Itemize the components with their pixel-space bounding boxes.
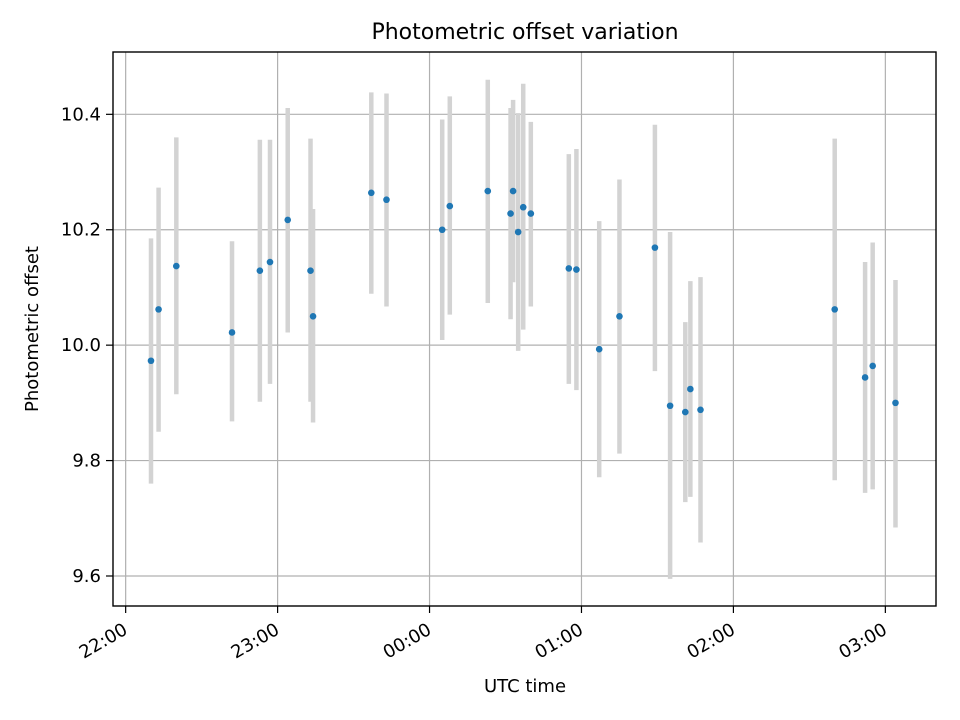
data-point: [565, 265, 573, 272]
data-point: [446, 202, 454, 210]
y-tick-label: 9.6: [72, 566, 101, 587]
data-point: [861, 374, 869, 381]
data-point: [367, 189, 375, 197]
data-point: [309, 313, 317, 320]
data-point: [284, 216, 292, 224]
y-tick-label: 10.0: [61, 335, 101, 356]
data-point: [256, 267, 264, 275]
data-point: [527, 210, 535, 217]
data-point: [666, 402, 674, 410]
data-point: [484, 187, 492, 195]
data-point: [507, 210, 514, 217]
data-point: [595, 345, 603, 353]
data-points: [147, 187, 899, 416]
data-point: [616, 313, 623, 320]
data-point: [228, 329, 236, 336]
data-point: [307, 267, 314, 275]
y-tick-label: 9.8: [72, 451, 101, 472]
plot-area-frame: [112, 51, 937, 607]
chart-title: Photometric offset variation: [371, 20, 678, 45]
data-point: [573, 266, 580, 273]
y-tick-label: 10.2: [61, 220, 101, 241]
data-point: [173, 262, 180, 270]
y-axis: 9.6 9.8 10.0 10.2 10.4: [61, 104, 113, 587]
y-tick-label: 10.4: [61, 104, 101, 125]
data-point: [155, 306, 162, 313]
data-point: [514, 228, 522, 236]
y-axis-label: Photometric offset: [22, 246, 43, 412]
data-point: [687, 385, 694, 393]
data-point: [651, 244, 659, 251]
data-point: [869, 362, 876, 370]
data-point: [682, 408, 689, 416]
data-point: [509, 187, 517, 195]
data-point: [519, 203, 527, 211]
data-point: [892, 399, 899, 407]
data-point: [147, 357, 155, 365]
grid: [113, 52, 936, 606]
data-point: [266, 258, 274, 266]
data-point: [697, 406, 704, 414]
data-point: [383, 196, 390, 204]
x-axis-label: UTC time: [484, 676, 566, 697]
data-point: [831, 306, 839, 313]
data-point: [438, 226, 446, 234]
